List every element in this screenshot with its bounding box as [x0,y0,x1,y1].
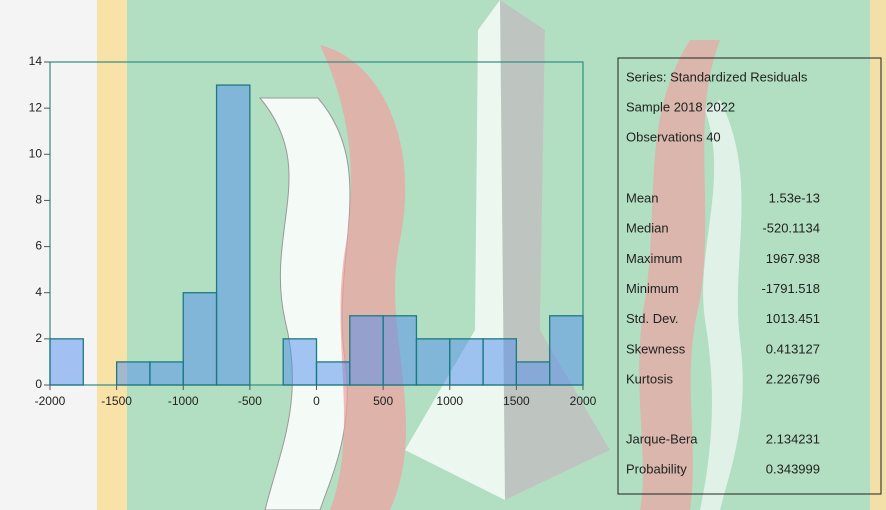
histogram-bar [183,293,216,385]
histogram-bar [117,362,150,385]
stat-value: 1013.451 [766,311,820,326]
test-label: Probability [626,461,687,476]
stat-value: -520.1134 [762,221,820,236]
stat-label: Maximum [626,251,682,266]
histogram-bar [516,362,549,385]
stat-label: Kurtosis [626,372,673,387]
histogram-bar [50,339,83,385]
stats-header: Sample 2018 2022 [626,99,735,114]
test-value: 2.134231 [766,431,820,446]
stat-label: Mean [626,190,659,205]
stat-value: 1967.938 [766,251,820,266]
x-tick-label: 1000 [436,394,463,408]
stat-label: Median [626,221,669,236]
background-left [0,0,97,510]
stats-header: Observations 40 [626,129,721,144]
y-tick-label: 14 [29,54,43,68]
stat-label: Skewness [626,341,686,356]
x-tick-label: 0 [313,394,320,408]
y-tick-label: 2 [35,331,42,345]
y-tick-label: 12 [29,100,43,114]
screenshot: 0 2 4 6 8 10 12 14 -2000 -1500 -1000 -500 0 500 1000 15… [0,0,886,510]
histogram-bar [383,316,416,385]
x-tick-label: -2000 [35,394,66,408]
histogram-bar [350,316,383,385]
stripe-right [870,0,886,510]
histogram-bar [217,85,250,385]
test-value: 0.343999 [766,461,820,476]
test-label: Jarque-Bera [626,431,698,446]
x-tick-label: 500 [373,394,393,408]
histogram-bar [550,316,583,385]
y-tick-label: 8 [35,193,42,207]
histogram-bar [317,362,350,385]
histogram-bar [483,339,516,385]
stats-header: Series: Standardized Residuals [626,69,808,84]
y-tick-label: 0 [35,377,42,391]
stat-value: 0.413127 [766,341,820,356]
x-tick-label: 1500 [503,394,530,408]
x-tick-label: -500 [238,394,262,408]
x-tick-label: 2000 [570,394,597,408]
stat-value: -1791.518 [761,281,820,296]
y-tick-label: 6 [35,239,42,253]
y-tick-label: 4 [35,285,42,299]
x-tick-label: -1500 [101,394,132,408]
stat-value: 1.53e-13 [769,190,820,205]
x-tick-label: -1000 [168,394,199,408]
stripe-orange [97,0,127,510]
histogram-bar [283,339,316,385]
y-tick-label: 10 [29,146,43,160]
stat-label: Std. Dev. [626,311,679,326]
histogram-bar [150,362,183,385]
stat-value: 2.226796 [766,372,820,387]
histogram-bar [450,339,483,385]
histogram-bar [416,339,449,385]
stat-label: Minimum [626,281,679,296]
